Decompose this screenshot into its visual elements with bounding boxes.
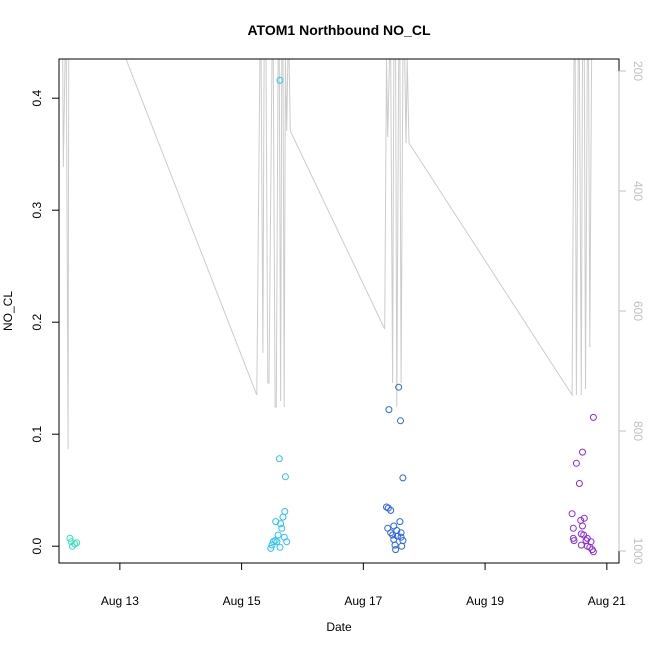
data-point (281, 508, 289, 515)
data-point (396, 518, 404, 526)
y2-tick-label: 800 (631, 421, 645, 441)
data-point (387, 506, 395, 514)
data-point (399, 474, 407, 482)
y2-tick-label: 1000 (631, 538, 645, 565)
y-tick-label: 0.1 (30, 426, 44, 443)
data-point (392, 546, 400, 554)
data-point (68, 542, 76, 550)
data-point (589, 413, 597, 421)
y-tick-label: 0.0 (30, 538, 44, 555)
data-point (283, 538, 291, 546)
data-point (586, 543, 594, 551)
y2-tick-label: 400 (631, 181, 645, 201)
data-point (397, 417, 404, 425)
data-point (278, 524, 286, 532)
data-point (397, 533, 405, 541)
data-point (568, 510, 576, 518)
data-point (575, 480, 583, 487)
y2-tick-label: 200 (631, 61, 645, 81)
data-point (569, 524, 577, 532)
x-tick-label: Aug 15 (223, 594, 261, 608)
x-tick-label: Aug 21 (588, 594, 626, 608)
y-axis-label: NO_CL (1, 291, 15, 331)
data-point (395, 383, 403, 391)
data-point (275, 455, 283, 463)
y-tick-label: 0.2 (30, 314, 44, 331)
data-point (71, 540, 79, 548)
data-point (579, 448, 586, 456)
data-point (268, 541, 276, 549)
line-series-layer (59, 59, 594, 450)
data-point (276, 543, 284, 551)
data-point (389, 531, 397, 539)
data-point (385, 406, 393, 414)
data-point (267, 544, 275, 552)
data-point (279, 513, 287, 521)
data-point (277, 520, 285, 528)
y-axis-left: 0.0 0.1 0.2 0.3 0.4 (30, 90, 59, 555)
x-tick-label: Aug 17 (344, 594, 382, 608)
chart-title: ATOM1 Northbound NO_CL (247, 22, 430, 38)
data-point (570, 537, 578, 545)
points-layer (66, 76, 597, 556)
data-point (383, 503, 390, 511)
data-point (273, 538, 281, 546)
x-tick-label: Aug 19 (466, 594, 504, 608)
data-point (572, 459, 580, 467)
data-point (66, 534, 74, 542)
data-point (579, 522, 586, 530)
y2-tick-label: 600 (631, 301, 645, 321)
plot-frame (58, 58, 620, 564)
x-tick-label: Aug 13 (101, 594, 139, 608)
x-axis: Aug 13 Aug 15 Aug 17 Aug 19 Aug 21 (101, 563, 626, 608)
data-point (391, 541, 399, 549)
data-point (276, 76, 284, 84)
reference-line (59, 59, 594, 450)
data-point (589, 548, 597, 556)
data-point (269, 538, 277, 546)
data-point (580, 514, 588, 522)
y-tick-label: 0.3 (30, 202, 44, 219)
data-point (387, 529, 395, 537)
data-point (384, 504, 392, 512)
data-point (274, 531, 282, 539)
data-point (281, 473, 289, 481)
data-point (577, 541, 585, 549)
y-axis-right: 200 400 600 800 1000 (618, 61, 645, 565)
data-point (73, 539, 81, 547)
y-tick-label: 0.4 (30, 90, 44, 107)
data-point (398, 542, 406, 550)
x-axis-label: Date (326, 620, 352, 634)
